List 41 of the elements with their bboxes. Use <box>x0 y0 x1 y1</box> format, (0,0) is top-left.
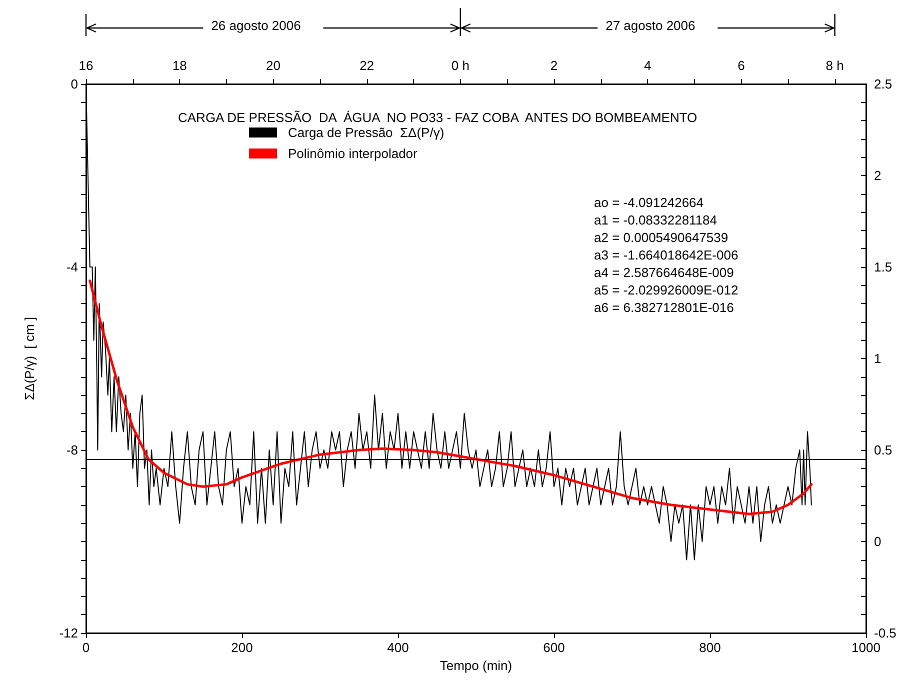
annotation: a5 = -2.029926009E-012 <box>594 282 738 298</box>
x-tick-label: 400 <box>387 640 409 655</box>
y-tick-label: -4 <box>66 260 78 274</box>
annotation: a2 = 0.0005490647539 <box>594 230 728 245</box>
y-axis-title: ΣΔ(P/γ) [ cm ] <box>22 316 37 400</box>
x2-tick-label: 4 <box>644 58 652 73</box>
annotation: a6 = 6.382712801E-016 <box>594 300 734 315</box>
x-tick-label: 0 <box>82 640 90 655</box>
x2-tick-label: 20 <box>266 58 280 73</box>
annotation: a4 = 2.587664648E-009 <box>594 265 734 280</box>
y2-tick-label: -0.5 <box>874 626 896 640</box>
x2-tick-label: 18 <box>172 58 187 73</box>
x2-tick-label: 16 <box>78 58 94 73</box>
y2-tick-label: 1.5 <box>874 260 892 274</box>
x-tick-label: 1000 <box>852 640 880 655</box>
x-axis-title: Tempo (min) <box>440 658 512 673</box>
x-tick-label: 200 <box>231 640 253 655</box>
text: 26 agosto 2006 <box>211 18 301 33</box>
y2-tick-label: 0 <box>874 534 882 549</box>
y-tick-label: -8 <box>66 442 78 458</box>
annotation: ao = -4.091242664 <box>594 195 704 210</box>
x-tick-label: 600 <box>543 640 565 655</box>
text: CARGA DE PRESSÃO DA ÁGUA NO PO33 - FAZ COBA ANTES DO BOMBEAMENTO <box>178 110 698 125</box>
x2-tick-label: 2 <box>550 58 558 73</box>
x-tick-label: 800 <box>699 640 721 655</box>
line-series <box>88 279 813 516</box>
x2-tick-label: 0 h <box>451 58 470 73</box>
y-tick-label: 0 <box>70 76 78 92</box>
y2-tick-label: 2 <box>874 168 882 183</box>
y-tick-label: -12 <box>59 626 78 640</box>
y2-tick-label: 0.5 <box>874 442 892 458</box>
x2-tick-label: 22 <box>360 58 374 73</box>
y2-tick-label: 2.5 <box>874 76 892 92</box>
annotation: a1 = -0.08332281184 <box>594 212 718 228</box>
text: 27 agosto 2006 <box>606 18 696 33</box>
y2-tick-label: 1 <box>874 351 882 366</box>
annotation: a3 = -1.664018642E-006 <box>594 248 738 262</box>
legend-label: Carga de Pressão ΣΔ(P/γ) <box>288 125 444 140</box>
x2-tick-label: 8 h <box>826 58 844 73</box>
x2-tick-label: 6 <box>738 58 745 73</box>
legend-label: Polinômio interpolador <box>288 146 418 161</box>
